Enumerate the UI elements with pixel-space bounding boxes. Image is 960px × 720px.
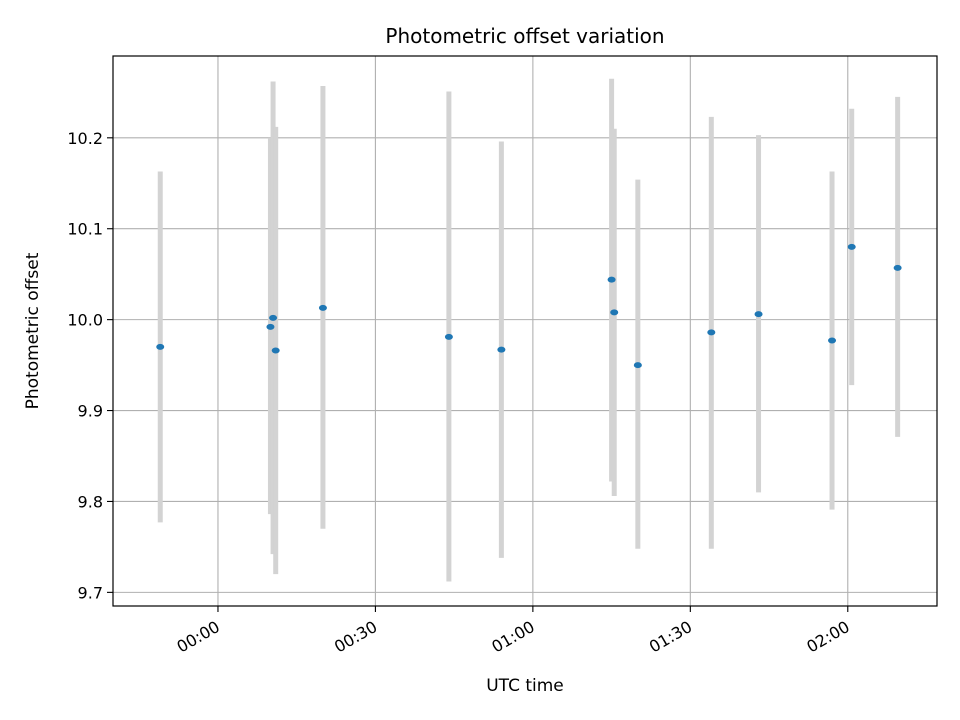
grid-layer — [113, 56, 937, 606]
data-point — [847, 243, 856, 250]
y-tick-label: 9.9 — [78, 402, 103, 421]
data-point — [266, 323, 275, 330]
data-point — [893, 264, 902, 271]
data-point — [707, 329, 716, 336]
y-tick-label: 10.0 — [67, 311, 103, 330]
data-point — [318, 304, 327, 311]
data-point — [156, 343, 165, 350]
data-point — [497, 346, 506, 353]
data-point — [828, 337, 837, 344]
y-tick-label: 9.8 — [78, 492, 103, 511]
y-tick-label: 10.2 — [67, 129, 103, 148]
data-point — [607, 276, 616, 283]
plot-area-frame — [112, 55, 938, 607]
data-point — [633, 362, 642, 369]
data-point — [444, 333, 453, 340]
y-tick-label: 9.7 — [78, 583, 103, 602]
y-axis-label: Photometric offset — [23, 252, 43, 409]
point-layer — [156, 243, 902, 369]
chart-title: Photometric offset variation — [385, 24, 664, 48]
y-axis: 9.7 9.8 9.9 10.0 10.1 10.2 — [67, 129, 113, 602]
data-point — [754, 311, 763, 318]
data-point — [271, 347, 280, 354]
x-axis-label: UTC time — [486, 676, 564, 696]
data-point — [269, 314, 278, 321]
data-point — [610, 309, 619, 316]
y-tick-label: 10.1 — [67, 220, 103, 239]
